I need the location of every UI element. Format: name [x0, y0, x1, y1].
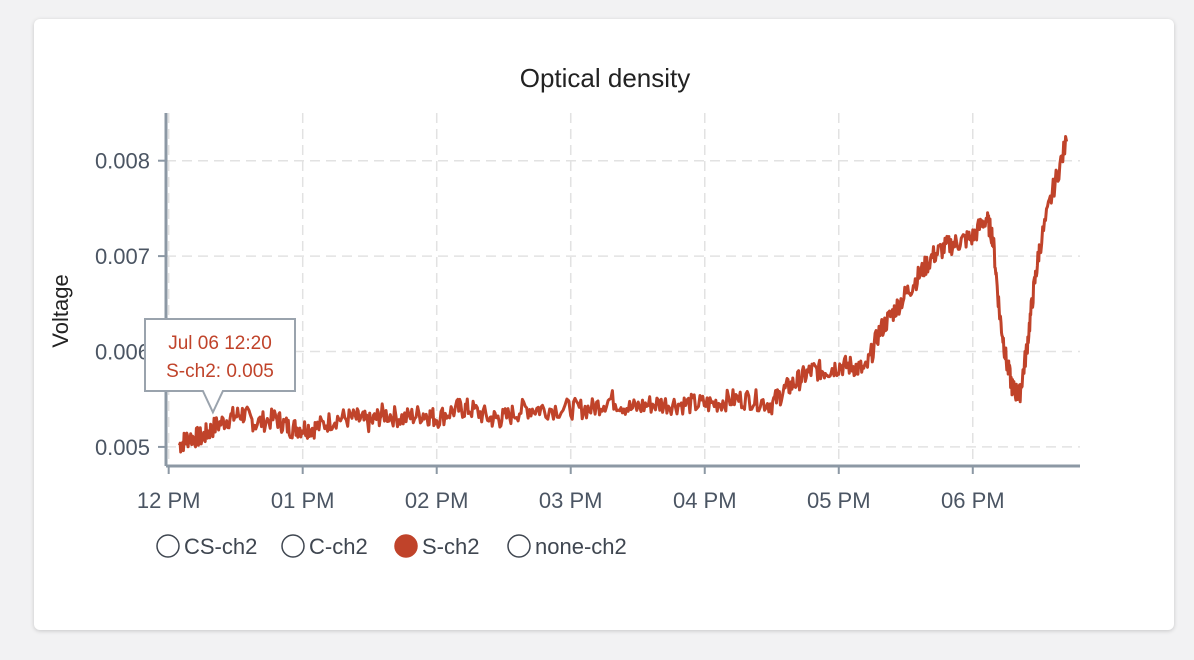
y-tick-label: 0.006	[95, 340, 150, 365]
legend-item-c-ch2[interactable]: C-ch2	[281, 534, 368, 559]
tooltip-value: S-ch2: 0.005	[166, 361, 274, 382]
y-tick-label: 0.005	[95, 435, 150, 460]
legend[interactable]: CS-ch2 C-ch2 S-ch2 none-ch2	[156, 534, 627, 559]
series-line-s-ch2	[177, 135, 1069, 454]
tick-labels: 12 PM 01 PM 02 PM 03 PM 04 PM 05 PM 06 PM 0.005…	[95, 149, 1005, 513]
legend-marker	[281, 534, 305, 558]
tooltip-date: Jul 06 12:20	[168, 333, 272, 354]
x-tick-label: 03 PM	[539, 488, 603, 513]
y-tick-label: 0.007	[95, 244, 150, 269]
legend-label: C-ch2	[309, 534, 368, 559]
legend-item-s-ch2[interactable]: S-ch2	[394, 534, 479, 559]
x-tick-label: 12 PM	[137, 488, 201, 513]
series-layer	[177, 135, 1069, 454]
y-tick-label: 0.008	[95, 149, 150, 174]
tooltip: Jul 06 12:20 S-ch2: 0.005	[144, 318, 296, 415]
x-tick-label: 06 PM	[941, 488, 1005, 513]
legend-marker	[156, 534, 180, 558]
x-tick-label: 02 PM	[405, 488, 469, 513]
legend-label: none-ch2	[535, 534, 627, 559]
chart-title: Optical density	[520, 63, 691, 93]
tooltip-box	[144, 318, 296, 415]
x-tick-label: 05 PM	[807, 488, 871, 513]
x-tick-label: 04 PM	[673, 488, 737, 513]
legend-item-cs-ch2[interactable]: CS-ch2	[156, 534, 257, 559]
legend-label: CS-ch2	[184, 534, 257, 559]
legend-label: S-ch2	[422, 534, 479, 559]
chart-card: Optical density Voltage 12 PM 01 PM 02 PM 0…	[34, 19, 1174, 630]
y-axis-label: Voltage	[48, 274, 73, 347]
legend-marker	[394, 534, 418, 558]
legend-item-none-ch2[interactable]: none-ch2	[507, 534, 627, 559]
axes	[158, 113, 1080, 474]
optical-density-chart: Optical density Voltage 12 PM 01 PM 02 PM 0…	[48, 63, 1080, 559]
x-tick-label: 01 PM	[271, 488, 335, 513]
legend-marker	[507, 534, 531, 558]
